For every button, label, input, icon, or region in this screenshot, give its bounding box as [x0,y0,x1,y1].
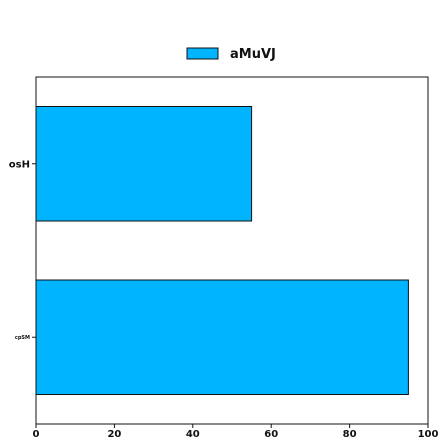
x-tick-label: 40 [186,429,200,440]
legend-swatch [186,47,219,60]
x-tick-label: 20 [107,429,121,440]
bar-0 [35,106,253,222]
plot-frame [35,76,429,425]
y-tick-label: cpSM [15,335,30,341]
x-tick-label: 80 [343,429,357,440]
x-tick-label: 100 [418,429,439,440]
x-tick-label: 60 [264,429,278,440]
bar-1 [35,279,409,396]
legend-label: aMuVJ [230,47,276,62]
y-tick-label: osH [9,159,30,170]
x-tick-label: 0 [33,429,40,440]
